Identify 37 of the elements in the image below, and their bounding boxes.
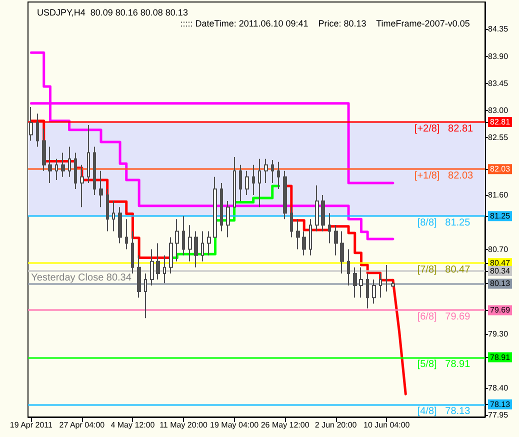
ref-line-label: [5/8] 78.91	[417, 358, 471, 370]
x-tick-label: 27 Apr 04:00	[59, 420, 106, 430]
ref-line-label: [8/8] 81.25	[417, 218, 471, 229]
x-tick-label: 26 May 12:00	[260, 420, 310, 430]
x-tick-label: 4 May 12:00	[110, 420, 156, 430]
y-tick-label: 81.25	[490, 212, 511, 221]
y-tick-label: 77.95	[488, 410, 509, 420]
ref-line-label: Yesterday Close 80.34	[31, 272, 132, 284]
y-tick-label: 79.30	[488, 329, 509, 338]
y-tick-label: 80.47	[490, 258, 511, 268]
ref-line-label: [+2/8] 82.81	[414, 124, 474, 135]
y-tick-label: 80.70	[488, 244, 509, 254]
ref-line-label: [+1/8] 82.03	[414, 170, 474, 182]
x-tick-label: 2 Jun 20:00	[314, 420, 358, 430]
text: USDJPY,H4 80.09 80.16 80.08 80.13	[37, 8, 188, 18]
ref-line-label: [4/8] 78.13	[417, 406, 471, 417]
ref-line-label: [6/8] 79.69	[417, 312, 471, 323]
y-tick-label: 80.34	[490, 266, 511, 276]
x-tick-label: 10 Jun 04:00	[363, 420, 410, 430]
y-tick-label: 82.55	[488, 133, 509, 142]
y-tick-label: 78.91	[490, 352, 511, 362]
y-tick-label: 84.35	[488, 24, 509, 34]
ref-line-label: [7/8] 80.47	[417, 264, 471, 276]
y-tick-label: 78.40	[488, 384, 509, 393]
y-tick-label: 79.69	[490, 306, 511, 315]
x-tick-label: 19 Apr 2011	[10, 420, 53, 430]
y-tick-label: 83.00	[488, 106, 509, 116]
y-tick-label: 80.13	[490, 279, 511, 288]
x-tick-label: 19 May 04:00	[210, 420, 260, 430]
y-tick-label: 82.81	[490, 118, 511, 127]
y-tick-label: 83.90	[488, 52, 509, 61]
y-tick-label: 83.45	[488, 78, 509, 88]
x-tick-label: 11 May 20:00	[160, 420, 208, 430]
y-tick-label: 81.60	[488, 190, 509, 200]
y-tick-label: 78.13	[490, 400, 511, 409]
y-tick-label: 82.03	[490, 164, 511, 174]
text: ::::: DateTime: 2011.06.10 09:41 Price: 80.13 TimeFrame-2007-v0.05	[180, 18, 470, 28]
